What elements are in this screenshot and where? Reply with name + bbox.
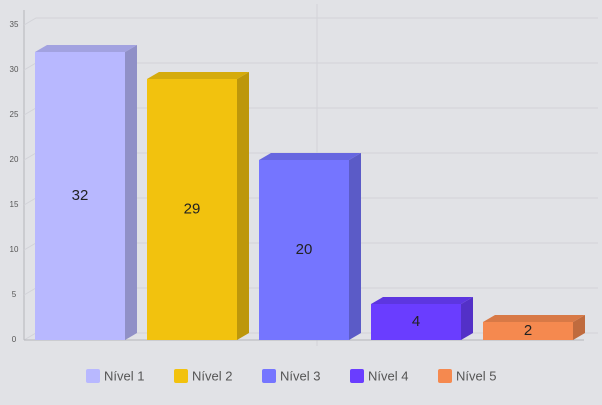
- bar-side: [125, 45, 137, 340]
- y-tick-label: 35: [10, 20, 19, 29]
- bar-top: [371, 297, 473, 304]
- data-label: 32: [72, 187, 89, 204]
- bar-side: [461, 297, 473, 340]
- bar-top: [147, 72, 249, 79]
- data-label: 2: [524, 322, 532, 339]
- bars: 32 29 20 4 2: [35, 45, 585, 340]
- legend-label: Nível 5: [456, 368, 496, 383]
- y-tick-label: 0: [12, 335, 17, 344]
- bar-top: [35, 45, 137, 52]
- bar: [483, 322, 573, 340]
- data-label: 20: [296, 241, 313, 258]
- data-label: 4: [412, 313, 420, 330]
- grid-line: [23, 17, 598, 26]
- bar: [35, 52, 125, 340]
- legend-swatch: [174, 369, 188, 383]
- bar: [371, 304, 461, 340]
- bar-top: [259, 153, 361, 160]
- legend-swatch: [438, 369, 452, 383]
- bar: [147, 79, 237, 340]
- data-label: 29: [184, 200, 201, 217]
- legend: Nível 1 Nível 2 Nível 3 Nível 4 Nível 5: [86, 368, 496, 383]
- y-tick-label: 25: [10, 110, 19, 119]
- legend-label: Nível 2: [192, 368, 232, 383]
- legend-swatch: [350, 369, 364, 383]
- bar: [259, 160, 349, 340]
- legend-label: Nível 1: [104, 368, 144, 383]
- legend-label: Nível 4: [368, 368, 408, 383]
- legend-label: Nível 3: [280, 368, 320, 383]
- legend-swatch: [262, 369, 276, 383]
- bar-side: [573, 315, 585, 340]
- y-tick-label: 20: [10, 155, 19, 164]
- legend-swatch: [86, 369, 100, 383]
- bar-top: [483, 315, 585, 322]
- y-tick-label: 15: [10, 200, 19, 209]
- y-tick-label: 10: [10, 245, 19, 254]
- bar-side: [349, 153, 361, 340]
- y-tick-label: 30: [10, 65, 19, 74]
- y-tick-label: 5: [12, 290, 17, 299]
- bar-side: [237, 72, 249, 340]
